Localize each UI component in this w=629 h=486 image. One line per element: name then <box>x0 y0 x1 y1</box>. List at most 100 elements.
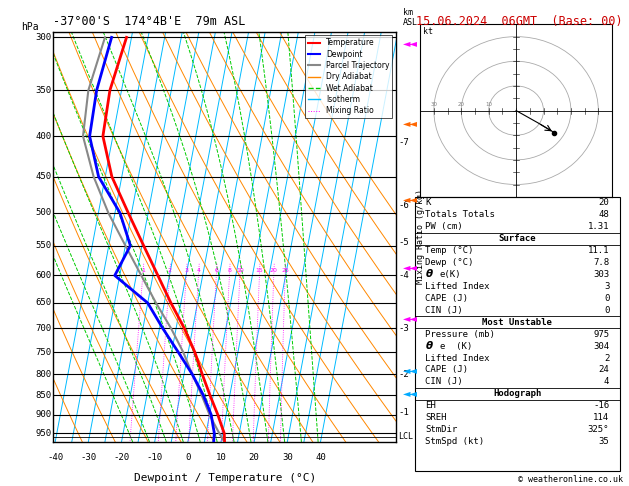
Text: 48: 48 <box>599 210 610 219</box>
Text: PW (cm): PW (cm) <box>425 222 463 231</box>
Text: StmDir: StmDir <box>425 425 458 434</box>
Text: 2: 2 <box>168 268 172 273</box>
Text: K: K <box>425 198 431 208</box>
Text: -30: -30 <box>81 452 96 462</box>
Text: 2: 2 <box>604 353 610 363</box>
Text: 1: 1 <box>141 268 145 273</box>
Text: -3: -3 <box>398 324 409 333</box>
Text: Lifted Index: Lifted Index <box>425 282 490 291</box>
Text: EH: EH <box>425 401 436 410</box>
Text: 550: 550 <box>36 241 52 250</box>
Text: 8: 8 <box>228 268 231 273</box>
Text: SREH: SREH <box>425 413 447 422</box>
Text: 3: 3 <box>604 282 610 291</box>
Text: 0: 0 <box>185 452 191 462</box>
Text: CAPE (J): CAPE (J) <box>425 365 469 374</box>
Text: 950: 950 <box>36 429 52 438</box>
Text: 114: 114 <box>593 413 610 422</box>
Text: -2: -2 <box>398 370 409 379</box>
Text: 1.31: 1.31 <box>588 222 610 231</box>
Text: -4: -4 <box>398 271 409 280</box>
Text: km
ASL: km ASL <box>403 8 418 28</box>
Text: e  (K): e (K) <box>440 342 472 350</box>
Text: 6: 6 <box>214 268 218 273</box>
Text: LCL: LCL <box>398 433 413 441</box>
Text: © weatheronline.co.uk: © weatheronline.co.uk <box>518 474 623 484</box>
Text: 325°: 325° <box>588 425 610 434</box>
Text: 40: 40 <box>315 452 326 462</box>
Text: CIN (J): CIN (J) <box>425 378 463 386</box>
Text: Dewpoint / Temperature (°C): Dewpoint / Temperature (°C) <box>134 473 316 483</box>
Text: 350: 350 <box>36 86 52 95</box>
Text: 4: 4 <box>604 378 610 386</box>
Text: 7.8: 7.8 <box>593 258 610 267</box>
Text: hPa: hPa <box>21 21 38 32</box>
Text: θ: θ <box>425 269 433 279</box>
Text: 10: 10 <box>216 452 226 462</box>
Text: Hodograph: Hodograph <box>493 389 542 399</box>
Text: 750: 750 <box>36 347 52 357</box>
Text: 800: 800 <box>36 370 52 379</box>
Text: Dewp (°C): Dewp (°C) <box>425 258 474 267</box>
Text: ◄◄: ◄◄ <box>403 38 418 48</box>
Text: 0: 0 <box>604 306 610 315</box>
Text: -37°00'S  174°4B'E  79m ASL: -37°00'S 174°4B'E 79m ASL <box>53 15 246 28</box>
Text: 15.06.2024  06GMT  (Base: 00): 15.06.2024 06GMT (Base: 00) <box>416 15 623 28</box>
Text: -16: -16 <box>593 401 610 410</box>
Text: 0: 0 <box>604 294 610 303</box>
Text: Temp (°C): Temp (°C) <box>425 246 474 255</box>
Text: Pressure (mb): Pressure (mb) <box>425 330 495 339</box>
Text: 24: 24 <box>599 365 610 374</box>
Text: -7: -7 <box>398 139 409 147</box>
Text: 10: 10 <box>236 268 244 273</box>
Text: 20: 20 <box>248 452 260 462</box>
Text: -6: -6 <box>398 201 409 210</box>
Text: ◄◄: ◄◄ <box>403 194 418 204</box>
Text: 30: 30 <box>282 452 292 462</box>
Text: Surface: Surface <box>499 234 536 243</box>
Text: 30: 30 <box>430 102 437 107</box>
Text: 3: 3 <box>184 268 189 273</box>
Text: kt: kt <box>423 27 433 36</box>
Text: θ: θ <box>425 341 433 351</box>
Text: e(K): e(K) <box>440 270 461 279</box>
Text: 450: 450 <box>36 172 52 181</box>
Text: 15: 15 <box>255 268 264 273</box>
Text: 600: 600 <box>36 271 52 280</box>
Text: 20: 20 <box>270 268 278 273</box>
Text: 4: 4 <box>197 268 201 273</box>
Legend: Temperature, Dewpoint, Parcel Trajectory, Dry Adiabat, Wet Adiabat, Isotherm, Mi: Temperature, Dewpoint, Parcel Trajectory… <box>305 35 392 118</box>
Text: 900: 900 <box>36 410 52 419</box>
Text: ◄◄: ◄◄ <box>403 118 418 128</box>
Text: 11.1: 11.1 <box>588 246 610 255</box>
Text: 304: 304 <box>593 342 610 350</box>
Text: Lifted Index: Lifted Index <box>425 353 490 363</box>
Text: 10: 10 <box>485 102 492 107</box>
Text: Mixing Ratio (g/kg): Mixing Ratio (g/kg) <box>416 190 425 284</box>
Text: Totals Totals: Totals Totals <box>425 210 495 219</box>
Text: CIN (J): CIN (J) <box>425 306 463 315</box>
Text: -20: -20 <box>113 452 130 462</box>
Text: 20: 20 <box>458 102 465 107</box>
Text: 500: 500 <box>36 208 52 217</box>
Text: 25: 25 <box>281 268 289 273</box>
Text: ◄◄: ◄◄ <box>403 262 418 272</box>
Text: 650: 650 <box>36 298 52 308</box>
Text: 35: 35 <box>599 437 610 446</box>
Text: 700: 700 <box>36 324 52 333</box>
Text: ◄◄: ◄◄ <box>403 388 418 398</box>
Text: 400: 400 <box>36 132 52 140</box>
Text: -5: -5 <box>398 238 409 247</box>
Text: Most Unstable: Most Unstable <box>482 318 552 327</box>
Text: 303: 303 <box>593 270 610 279</box>
Text: ◄◄: ◄◄ <box>403 313 418 324</box>
Text: -40: -40 <box>47 452 63 462</box>
Text: StmSpd (kt): StmSpd (kt) <box>425 437 484 446</box>
Text: 20: 20 <box>599 198 610 208</box>
Text: ◄◄: ◄◄ <box>403 365 418 375</box>
Text: -10: -10 <box>147 452 163 462</box>
Text: CAPE (J): CAPE (J) <box>425 294 469 303</box>
Text: 850: 850 <box>36 391 52 399</box>
Text: -1: -1 <box>398 408 409 417</box>
Text: 975: 975 <box>593 330 610 339</box>
